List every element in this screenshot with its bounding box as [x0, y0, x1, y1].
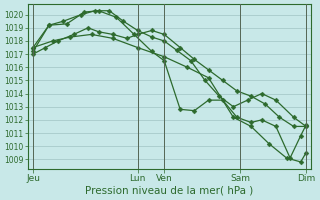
X-axis label: Pression niveau de la mer( hPa ): Pression niveau de la mer( hPa )	[85, 186, 254, 196]
